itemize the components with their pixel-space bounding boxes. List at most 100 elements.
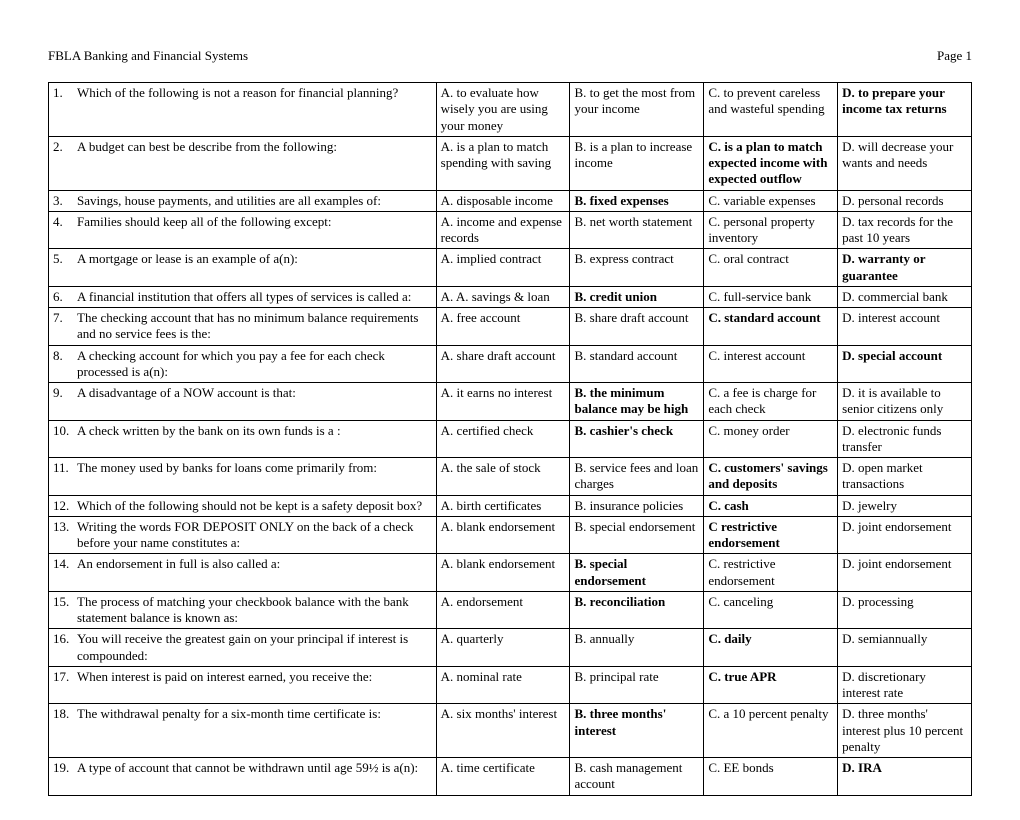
- question-text: Which of the following is not a reason f…: [77, 85, 432, 101]
- table-row: 5.A mortgage or lease is an example of a…: [49, 249, 972, 287]
- question-cell: 10.A check written by the bank on its ow…: [49, 420, 437, 458]
- option-d: D. IRA: [838, 758, 972, 796]
- option-b: B. to get the most from your income: [570, 83, 704, 137]
- table-row: 2.A budget can best be describe from the…: [49, 136, 972, 190]
- question-cell: 18.The withdrawal penalty for a six-mont…: [49, 704, 437, 758]
- option-c: C. daily: [704, 629, 838, 667]
- question-text: Families should keep all of the followin…: [77, 214, 432, 230]
- table-row: 10.A check written by the bank on its ow…: [49, 420, 972, 458]
- option-a: A. time certificate: [436, 758, 570, 796]
- option-b: B. principal rate: [570, 666, 704, 704]
- option-a: A. quarterly: [436, 629, 570, 667]
- question-text: Savings, house payments, and utilities a…: [77, 193, 432, 209]
- option-a: A. share draft account: [436, 345, 570, 383]
- question-text: The checking account that has no minimum…: [77, 310, 432, 343]
- table-row: 17.When interest is paid on interest ear…: [49, 666, 972, 704]
- question-cell: 11.The money used by banks for loans com…: [49, 458, 437, 496]
- question-number: 12.: [53, 498, 77, 514]
- option-b: B. annually: [570, 629, 704, 667]
- option-b: B. is a plan to increase income: [570, 136, 704, 190]
- option-d: D. open market transactions: [838, 458, 972, 496]
- question-cell: 2.A budget can best be describe from the…: [49, 136, 437, 190]
- option-c: C. full-service bank: [704, 286, 838, 307]
- question-text: A budget can best be describe from the f…: [77, 139, 432, 155]
- option-b: B. insurance policies: [570, 495, 704, 516]
- option-d: D. joint endorsement: [838, 516, 972, 554]
- question-cell: 12.Which of the following should not be …: [49, 495, 437, 516]
- question-cell: 1.Which of the following is not a reason…: [49, 83, 437, 137]
- table-row: 4.Families should keep all of the follow…: [49, 211, 972, 249]
- question-cell: 8.A checking account for which you pay a…: [49, 345, 437, 383]
- option-d: D. to prepare your income tax returns: [838, 83, 972, 137]
- question-text: Writing the words FOR DEPOSIT ONLY on th…: [77, 519, 432, 552]
- table-row: 3.Savings, house payments, and utilities…: [49, 190, 972, 211]
- table-row: 8.A checking account for which you pay a…: [49, 345, 972, 383]
- option-d: D. special account: [838, 345, 972, 383]
- option-d: D. personal records: [838, 190, 972, 211]
- question-number: 16.: [53, 631, 77, 664]
- question-cell: 6.A financial institution that offers al…: [49, 286, 437, 307]
- question-cell: 3.Savings, house payments, and utilities…: [49, 190, 437, 211]
- question-number: 4.: [53, 214, 77, 230]
- question-number: 3.: [53, 193, 77, 209]
- question-cell: 17.When interest is paid on interest ear…: [49, 666, 437, 704]
- option-b: B. service fees and loan charges: [570, 458, 704, 496]
- question-text: Which of the following should not be kep…: [77, 498, 432, 514]
- option-b: B. three months' interest: [570, 704, 704, 758]
- option-a: A. to evaluate how wisely you are using …: [436, 83, 570, 137]
- table-row: 12.Which of the following should not be …: [49, 495, 972, 516]
- question-cell: 7.The checking account that has no minim…: [49, 308, 437, 346]
- option-c: C. interest account: [704, 345, 838, 383]
- option-d: D. three months' interest plus 10 percen…: [838, 704, 972, 758]
- question-number: 11.: [53, 460, 77, 476]
- table-row: 7.The checking account that has no minim…: [49, 308, 972, 346]
- question-number: 8.: [53, 348, 77, 381]
- option-c: C. money order: [704, 420, 838, 458]
- option-b: B. standard account: [570, 345, 704, 383]
- question-number: 10.: [53, 423, 77, 439]
- question-number: 14.: [53, 556, 77, 572]
- option-b: B. cash management account: [570, 758, 704, 796]
- question-number: 19.: [53, 760, 77, 776]
- question-cell: 9.A disadvantage of a NOW account is tha…: [49, 383, 437, 421]
- page-header: FBLA Banking and Financial Systems Page …: [48, 48, 972, 64]
- option-a: A. the sale of stock: [436, 458, 570, 496]
- option-c: C restrictive endorsement: [704, 516, 838, 554]
- option-c: C. is a plan to match expected income wi…: [704, 136, 838, 190]
- option-d: D. processing: [838, 591, 972, 629]
- option-a: A. nominal rate: [436, 666, 570, 704]
- option-d: D. electronic funds transfer: [838, 420, 972, 458]
- question-cell: 15.The process of matching your checkboo…: [49, 591, 437, 629]
- option-d: D. will decrease your wants and needs: [838, 136, 972, 190]
- option-d: D. joint endorsement: [838, 554, 972, 592]
- table-row: 13.Writing the words FOR DEPOSIT ONLY on…: [49, 516, 972, 554]
- question-cell: 14.An endorsement in full is also called…: [49, 554, 437, 592]
- question-cell: 16.You will receive the greatest gain on…: [49, 629, 437, 667]
- option-c: C. a 10 percent penalty: [704, 704, 838, 758]
- option-d: D. semiannually: [838, 629, 972, 667]
- table-row: 6.A financial institution that offers al…: [49, 286, 972, 307]
- option-c: C. oral contract: [704, 249, 838, 287]
- question-text: A checking account for which you pay a f…: [77, 348, 432, 381]
- option-a: A. six months' interest: [436, 704, 570, 758]
- option-d: D. jewelry: [838, 495, 972, 516]
- option-c: C. customers' savings and deposits: [704, 458, 838, 496]
- table-row: 14.An endorsement in full is also called…: [49, 554, 972, 592]
- option-b: B. reconciliation: [570, 591, 704, 629]
- option-b: B. the minimum balance may be high: [570, 383, 704, 421]
- option-a: A. blank endorsement: [436, 554, 570, 592]
- question-text: The process of matching your checkbook b…: [77, 594, 432, 627]
- header-title: FBLA Banking and Financial Systems: [48, 48, 248, 64]
- option-c: C. a fee is charge for each check: [704, 383, 838, 421]
- option-b: B. special endorsement: [570, 516, 704, 554]
- table-row: 9.A disadvantage of a NOW account is tha…: [49, 383, 972, 421]
- option-d: D. it is available to senior citizens on…: [838, 383, 972, 421]
- option-d: D. warranty or guarantee: [838, 249, 972, 287]
- header-page-number: Page 1: [937, 48, 972, 64]
- question-cell: 19.A type of account that cannot be with…: [49, 758, 437, 796]
- option-d: D. commercial bank: [838, 286, 972, 307]
- option-c: C. restrictive endorsement: [704, 554, 838, 592]
- question-cell: 5.A mortgage or lease is an example of a…: [49, 249, 437, 287]
- table-row: 19.A type of account that cannot be with…: [49, 758, 972, 796]
- option-c: C. standard account: [704, 308, 838, 346]
